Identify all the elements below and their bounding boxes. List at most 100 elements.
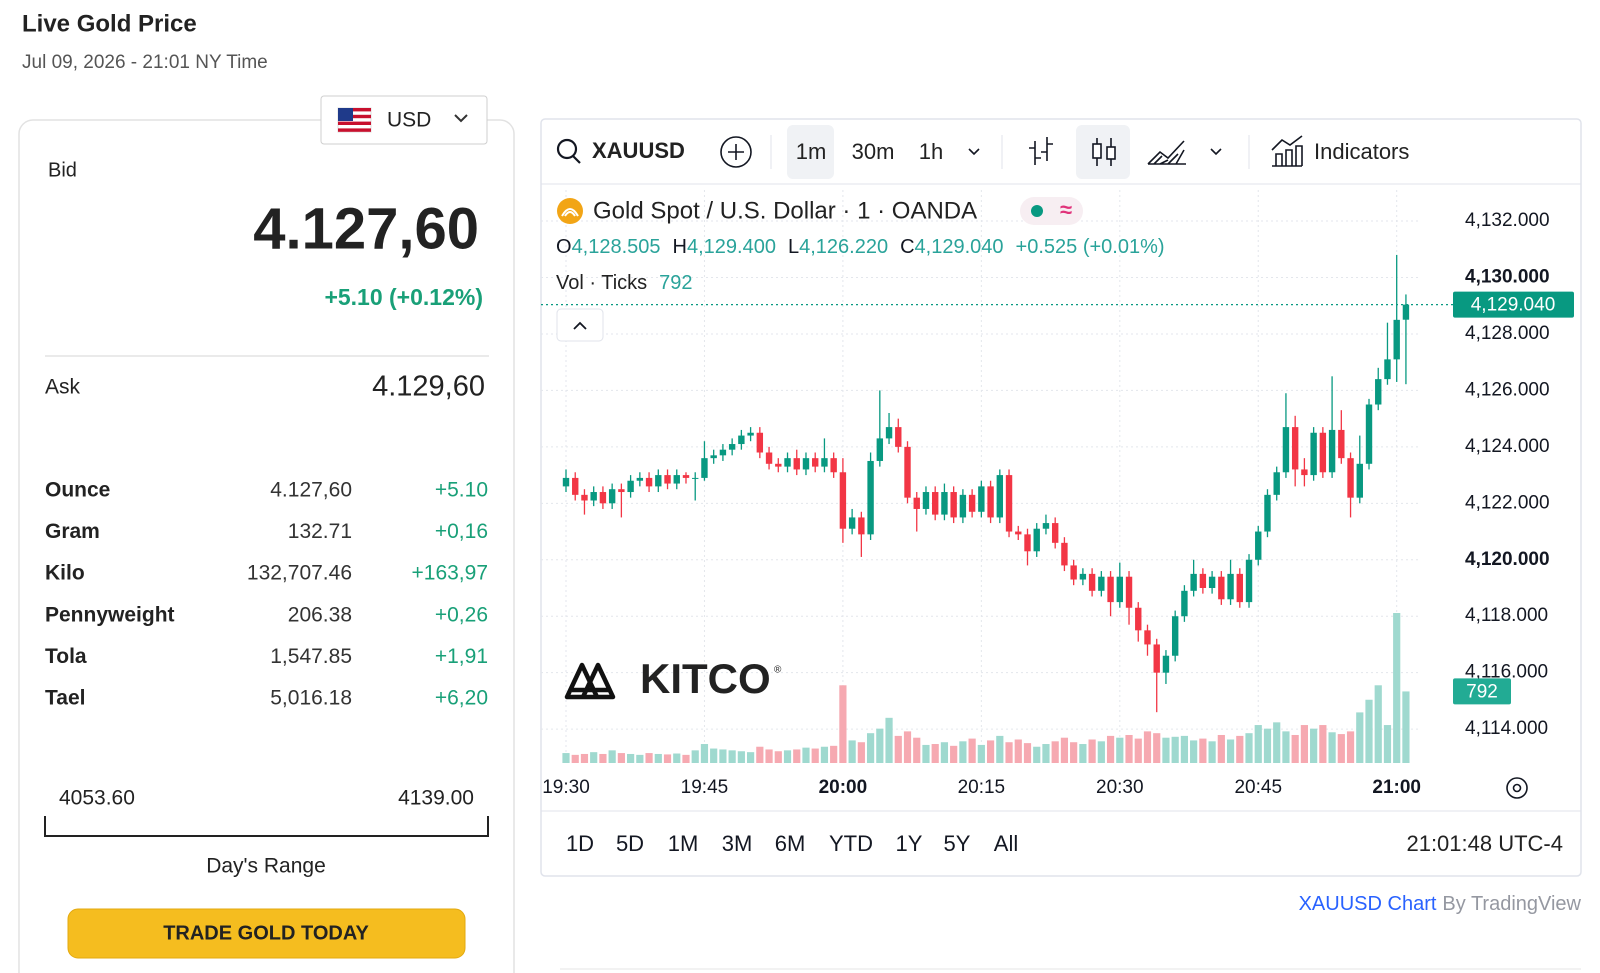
candle-body bbox=[1098, 576, 1105, 591]
volume-bar bbox=[1079, 744, 1087, 763]
symbol-search[interactable]: XAUUSD bbox=[556, 138, 685, 164]
volume-bar bbox=[1190, 740, 1198, 763]
collapse-icon bbox=[573, 321, 587, 330]
volume-bar bbox=[1153, 733, 1161, 763]
ohlc-value: 4,129.040 bbox=[915, 236, 1004, 258]
page-title: Live Gold Price bbox=[22, 10, 197, 37]
volume-bar bbox=[1106, 735, 1115, 763]
plus-icon bbox=[728, 144, 744, 160]
volume-bar bbox=[1402, 691, 1410, 763]
y-tick-label: 4,132.000 bbox=[1465, 210, 1550, 231]
row-change: +6,20 bbox=[435, 687, 488, 710]
period-button[interactable]: 6M bbox=[775, 831, 806, 856]
volume-bar bbox=[645, 753, 653, 763]
period-button[interactable]: 1Y bbox=[896, 831, 923, 856]
y-tick-label: 4,118.000 bbox=[1465, 605, 1548, 626]
candle-body bbox=[1005, 475, 1013, 532]
volume-bar bbox=[1282, 731, 1290, 763]
attribution-by: By TradingView bbox=[1442, 893, 1581, 915]
candles-style[interactable] bbox=[1092, 138, 1116, 166]
row-name: Kilo bbox=[45, 562, 85, 585]
volume-bar bbox=[1134, 738, 1142, 763]
interval[interactable]: 1m bbox=[796, 139, 827, 164]
volume-bar bbox=[903, 731, 912, 763]
period-button[interactable]: 1M bbox=[668, 831, 699, 856]
range-high: 4139.00 bbox=[398, 787, 474, 810]
volume-bar bbox=[802, 747, 810, 763]
row-name: Pennyweight bbox=[45, 603, 175, 626]
indicators-button[interactable]: Indicators bbox=[1271, 135, 1409, 167]
row-price: 5,016.18 bbox=[270, 687, 352, 710]
price-card bbox=[18, 119, 515, 973]
y-tick-label: 4,114.000 bbox=[1465, 718, 1548, 739]
style-menu[interactable] bbox=[1210, 148, 1222, 156]
candle-body bbox=[1273, 472, 1280, 495]
volume-bar bbox=[1180, 735, 1189, 763]
trade-button[interactable]: TRADE GOLD TODAY bbox=[67, 908, 466, 959]
ohlc-key: L bbox=[788, 236, 799, 258]
currency-select[interactable]: USD bbox=[320, 95, 488, 145]
interval-menu[interactable] bbox=[968, 148, 980, 156]
chevron bbox=[454, 114, 468, 123]
volume-bar bbox=[1208, 741, 1216, 763]
candle-body bbox=[1384, 359, 1391, 380]
period-button[interactable]: YTD bbox=[829, 831, 873, 856]
chart-title: Gold Spot / U.S. Dollar · 1 · OANDA bbox=[593, 197, 977, 224]
candle-body bbox=[968, 494, 976, 512]
volume-bar bbox=[1254, 725, 1262, 763]
volume-bar bbox=[931, 744, 939, 763]
y-tick-label: 4,122.000 bbox=[1465, 492, 1550, 513]
candle-body bbox=[1033, 528, 1040, 552]
volume-bar bbox=[765, 749, 773, 763]
volume-bar bbox=[1346, 731, 1355, 763]
period-button[interactable]: 5D bbox=[616, 831, 644, 856]
bars-style[interactable] bbox=[1029, 137, 1053, 165]
area-style[interactable] bbox=[1147, 140, 1186, 165]
volume-bar bbox=[1310, 728, 1318, 763]
bid-label: Bid bbox=[48, 159, 77, 181]
period-button[interactable]: 3M bbox=[722, 831, 753, 856]
volume-bar bbox=[830, 745, 838, 763]
candle-body bbox=[1365, 404, 1373, 464]
candle-body bbox=[1171, 616, 1179, 656]
range-low: 4053.60 bbox=[59, 787, 135, 810]
candle-body bbox=[1291, 427, 1299, 470]
volume-bar bbox=[1199, 738, 1207, 763]
ohlc-value: 4,126.220 bbox=[799, 236, 888, 258]
candle-body bbox=[1328, 429, 1336, 473]
chart-link[interactable]: XAUUSD Chart bbox=[1299, 893, 1437, 915]
volume-bar bbox=[1051, 741, 1059, 763]
volume-bar bbox=[913, 737, 921, 763]
candle-body bbox=[608, 489, 616, 504]
row-change: +5.10 bbox=[435, 479, 488, 502]
candle-body bbox=[1144, 630, 1151, 645]
volume-bar bbox=[617, 753, 625, 763]
candle-body bbox=[1218, 576, 1225, 600]
button-label: TRADE GOLD TODAY bbox=[163, 922, 369, 944]
period-button[interactable]: All bbox=[994, 831, 1018, 856]
candle-body bbox=[932, 492, 939, 515]
interval[interactable]: 1h bbox=[919, 139, 943, 164]
candle-body bbox=[1236, 573, 1243, 603]
interval[interactable]: 30m bbox=[852, 139, 895, 164]
volume-bar bbox=[700, 744, 709, 763]
volume-bar bbox=[1070, 742, 1078, 763]
candle-body bbox=[581, 494, 588, 501]
last-price-tag bbox=[1453, 291, 1574, 318]
volume-bar bbox=[599, 753, 607, 763]
collapse-legend[interactable] bbox=[556, 308, 604, 342]
y-tick-label: 4,124.000 bbox=[1465, 436, 1550, 457]
collapse-box bbox=[556, 308, 604, 342]
candle-body bbox=[1107, 576, 1114, 603]
candle-body bbox=[1051, 523, 1059, 543]
volume-bar bbox=[1097, 741, 1105, 763]
settings-gear[interactable] bbox=[1506, 777, 1528, 799]
candle-body bbox=[1375, 379, 1382, 405]
candle-body bbox=[599, 492, 607, 504]
volume-bar bbox=[1356, 712, 1364, 763]
candle-body bbox=[1015, 531, 1022, 535]
compare-button[interactable] bbox=[720, 136, 752, 168]
period-button[interactable]: 1D bbox=[566, 831, 594, 856]
range-bar bbox=[44, 816, 489, 837]
period-button[interactable]: 5Y bbox=[944, 831, 971, 856]
